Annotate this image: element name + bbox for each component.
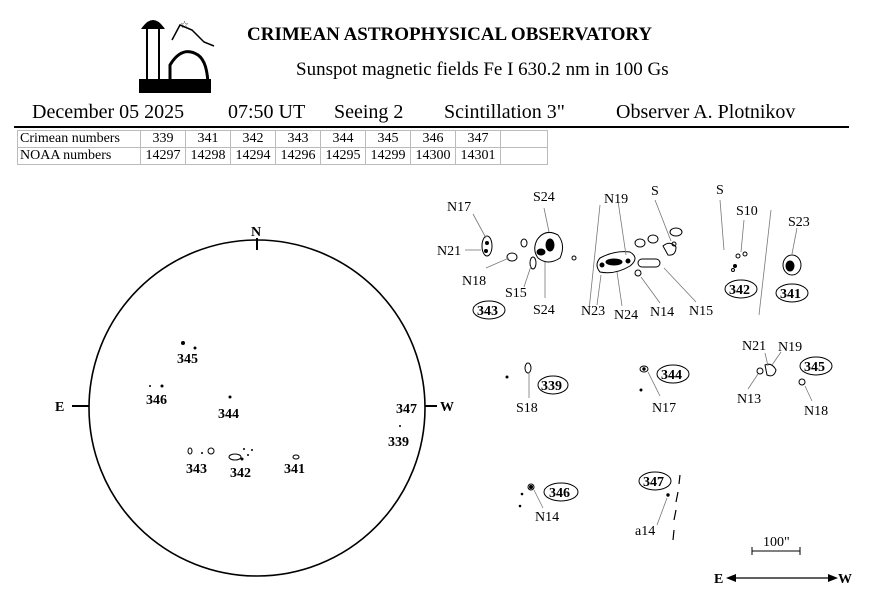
detail-label: a14 (635, 524, 655, 539)
detail-label: S23 (788, 215, 810, 230)
detail-label: N19 (604, 192, 628, 207)
region-numbers-table: Crimean numbers 339 341 342 343 344 345 … (17, 130, 548, 165)
cell: 14295 (320, 147, 366, 165)
cell: 14294 (230, 147, 276, 165)
observation-time: 07:50 UT (228, 101, 305, 123)
detail-label: N18 (462, 274, 486, 289)
detail-region-347: 347 (643, 475, 664, 490)
subtitle: Sunspot magnetic fields Fe I 630.2 nm in… (296, 59, 669, 80)
observatory-logo: ☆ (139, 20, 215, 93)
row-label: NOAA numbers (17, 147, 141, 165)
detail-label: S18 (516, 401, 538, 416)
north-label: N (251, 225, 261, 240)
detail-region-342: 342 (729, 283, 750, 298)
disk-region-342: 342 (230, 466, 251, 481)
cell: 14299 (365, 147, 411, 165)
cell: 339 (140, 130, 186, 148)
disk-region-344: 344 (218, 407, 239, 422)
detail-label: N14 (535, 510, 559, 525)
disk-region-346: 346 (146, 393, 167, 408)
east-label: E (55, 400, 64, 415)
detail-region-344: 344 (661, 368, 682, 383)
cell: 346 (410, 130, 456, 148)
detail-label: S10 (736, 204, 758, 219)
cell: 14301 (455, 147, 501, 165)
table-row: Crimean numbers 339 341 342 343 344 345 … (17, 130, 548, 148)
cell (500, 130, 548, 148)
disk-spots (149, 341, 401, 461)
svg-text:☆: ☆ (180, 20, 189, 31)
disk-region-341: 341 (284, 462, 305, 477)
observatory-title: CRIMEAN ASTROPHYSICAL OBSERVATORY (247, 24, 652, 45)
detail-region-341: 341 (780, 287, 801, 302)
scale-label: 100" (763, 535, 790, 550)
detail-label: N13 (737, 392, 761, 407)
cell: 343 (275, 130, 321, 148)
cell: 344 (320, 130, 366, 148)
leader-lines (465, 199, 813, 526)
detail-label: S15 (505, 286, 527, 301)
detail-label: N24 (614, 308, 638, 323)
disk-region-345: 345 (177, 352, 198, 367)
detail-region-339: 339 (541, 379, 562, 394)
detail-label: N23 (581, 304, 605, 319)
scintillation: Scintillation 3" (444, 101, 565, 123)
scale-west-label: W (838, 572, 852, 587)
detail-label: N14 (650, 305, 674, 320)
observer: Observer A. Plotnikov (616, 101, 795, 123)
cell: 14300 (410, 147, 456, 165)
detail-label: S24 (533, 190, 555, 205)
detail-label: N21 (742, 339, 766, 354)
detail-label: N17 (447, 200, 471, 215)
detail-region-343: 343 (477, 304, 498, 319)
scale-east-label: E (714, 572, 723, 587)
observation-date: December 05 2025 (32, 101, 184, 123)
detail-label: S (651, 184, 659, 199)
row-label: Crimean numbers (17, 130, 141, 148)
detail-region-345: 345 (804, 360, 825, 375)
detail-label: N18 (804, 404, 828, 419)
detail-regions: 343 342 341 339 344 345 346 347 (472, 279, 833, 502)
detail-label: N19 (778, 340, 802, 355)
detail-label: N21 (437, 244, 461, 259)
disk-region-339: 339 (388, 435, 409, 450)
detail-label: S (716, 183, 724, 198)
detail-label: S24 (533, 303, 555, 318)
detail-label: N17 (652, 401, 676, 416)
detail-region-346: 346 (549, 486, 570, 501)
cell: 342 (230, 130, 276, 148)
cell: 14298 (185, 147, 231, 165)
disk-region-347: 347 (396, 402, 417, 417)
detail-label: N15 (689, 304, 713, 319)
cell (500, 147, 548, 165)
seeing: Seeing 2 (334, 101, 403, 123)
disk-region-343: 343 (186, 462, 207, 477)
detail-contours (481, 227, 806, 541)
table-row: NOAA numbers 14297 14298 14294 14296 142… (17, 147, 548, 165)
west-label: W (440, 400, 454, 415)
detail-labels: N17 N21 N18 S15 S24 S24 N19 N23 N24 N14 … (437, 183, 828, 539)
cell: 345 (365, 130, 411, 148)
solar-disk (88, 239, 426, 577)
cell: 14296 (275, 147, 321, 165)
cell: 347 (455, 130, 501, 148)
cell: 14297 (140, 147, 186, 165)
cell: 341 (185, 130, 231, 148)
